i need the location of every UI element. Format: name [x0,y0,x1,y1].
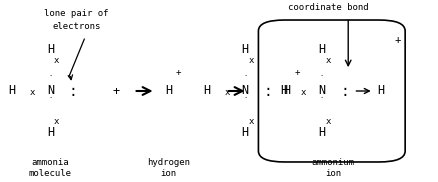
Text: coordinate bond: coordinate bond [288,3,369,12]
Text: H: H [203,84,210,98]
Text: hydrogen
ion: hydrogen ion [147,158,190,178]
Text: N: N [242,84,249,98]
Text: H: H [47,126,54,139]
Text: H: H [280,84,287,98]
Text: ˙: ˙ [319,97,325,107]
Text: x: x [224,88,230,97]
Text: +: + [113,84,120,98]
Text: ˙: ˙ [47,75,53,85]
Text: :: : [340,84,349,98]
Text: H: H [242,126,249,139]
Text: ˙: ˙ [47,97,53,107]
Text: :: : [264,84,272,98]
Text: lone pair of: lone pair of [44,9,109,18]
Text: N: N [318,84,325,98]
Text: ammonia
molecule: ammonia molecule [29,158,72,178]
Text: x: x [54,56,59,66]
Text: ˙: ˙ [242,75,248,85]
Text: x: x [249,56,254,66]
Text: +: + [294,68,300,77]
Text: +: + [395,35,401,45]
Text: H: H [242,43,249,56]
Text: H: H [378,84,385,98]
Text: +: + [176,68,181,77]
Text: N: N [47,84,54,98]
Text: ˙: ˙ [242,97,248,107]
Text: x: x [54,116,59,126]
Text: H: H [8,84,15,98]
Text: H: H [47,43,54,56]
Text: :: : [69,84,78,98]
Text: x: x [325,56,331,66]
Text: H: H [283,84,290,98]
Text: ammonium
ion: ammonium ion [311,158,354,178]
Text: H: H [318,126,325,139]
Text: x: x [29,88,35,97]
Text: H: H [165,84,172,98]
Text: x: x [301,88,306,97]
Text: x: x [249,116,254,126]
Text: ˙: ˙ [319,75,325,85]
Text: electrons: electrons [53,22,101,31]
Text: H: H [318,43,325,56]
Text: x: x [325,116,331,126]
